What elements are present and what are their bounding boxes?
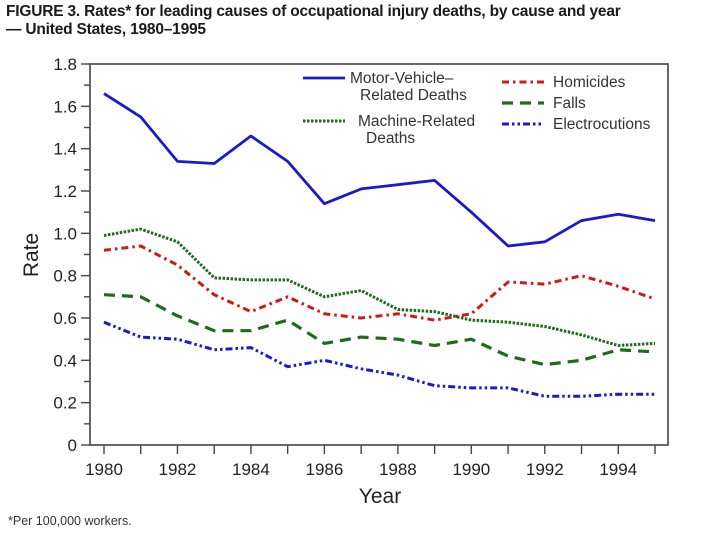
footnote: *Per 100,000 workers. [8, 514, 132, 528]
x-tick-label: 1986 [305, 460, 343, 479]
series-line-machine-related-deaths [103, 227, 656, 347]
y-tick-label: 0.2 [53, 394, 77, 413]
x-tick-label: 1984 [232, 460, 270, 479]
series-line-motor-vehicle-related-deaths [103, 92, 656, 248]
legend-item: Electrocutions [502, 116, 651, 133]
legend-label: Deaths [366, 130, 415, 147]
legend-label: Electrocutions [553, 116, 651, 133]
x-tick-label: 1980 [85, 460, 123, 479]
legend-item: Falls [502, 95, 586, 112]
x-tick-label: 1990 [452, 460, 490, 479]
legend-label: Related Deaths [360, 87, 467, 104]
y-tick-label: 1.4 [53, 140, 77, 159]
y-tick-label: 0.6 [53, 309, 77, 328]
legend-label: Motor-Vehicle– [350, 70, 454, 87]
y-tick-label: 1.0 [53, 224, 77, 243]
figure-title-line-1: FIGURE 3. Rates* for leading causes of o… [6, 3, 621, 20]
y-tick-label: 1.2 [53, 182, 77, 201]
x-tick-label: 1994 [599, 460, 637, 479]
figure-title-line-2: — United States, 1980–1995 [6, 21, 206, 38]
y-tick-label: 1.8 [53, 55, 77, 74]
y-axis-title: Rate [20, 233, 43, 277]
y-tick-label: 0 [68, 436, 77, 455]
x-axis-title: Year [359, 485, 401, 508]
y-tick-label: 0.8 [53, 267, 77, 286]
legend-item: Homicides [502, 74, 626, 91]
legend-label: Falls [553, 95, 586, 112]
x-tick-label: 1992 [526, 460, 564, 479]
x-tick-label: 1988 [379, 460, 417, 479]
legend-label: Homicides [553, 74, 626, 91]
y-tick-label: 0.4 [53, 351, 77, 370]
series-line-electrocutions [103, 320, 655, 398]
series-line-falls [103, 293, 656, 367]
figure-title: FIGURE 3. Rates* for leading causes of o… [6, 3, 718, 39]
legend-label: Machine-Related [358, 113, 475, 130]
legend-item: Motor-Vehicle–Related Deaths [303, 70, 467, 104]
y-tick-label: 1.6 [53, 97, 77, 116]
series-line-homicides [103, 244, 656, 322]
x-tick-label: 1982 [159, 460, 197, 479]
